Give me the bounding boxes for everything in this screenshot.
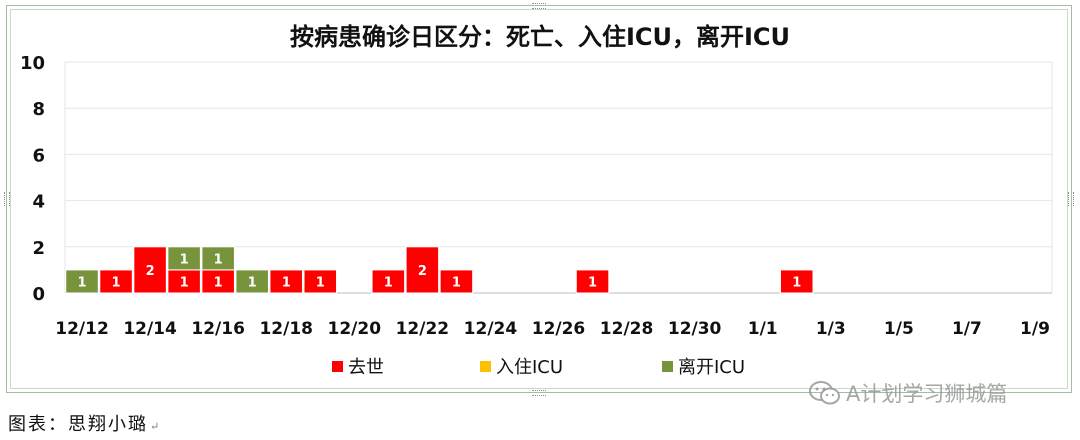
y-tick-label: 2: [32, 238, 45, 259]
bar-death: [99, 269, 133, 294]
y-tick-label: 0: [32, 284, 45, 305]
watermark-text: A计划学习狮城篇: [846, 382, 1008, 406]
x-tick-label: 1/5: [884, 319, 914, 339]
wechat-icon: [809, 381, 840, 405]
data-label: 1: [77, 275, 86, 290]
data-label: 1: [180, 252, 189, 267]
data-label: 2: [418, 264, 427, 279]
resize-handle-left[interactable]: [4, 192, 10, 206]
data-label: 1: [214, 252, 223, 267]
y-axis: 0 2 4 6 8 10: [20, 53, 45, 305]
chart-title: 按病患确诊日区分：死亡、入住ICU，离开ICU: [290, 23, 790, 51]
paragraph-mark: ↵: [150, 420, 162, 433]
x-tick-label: 1/3: [816, 319, 846, 339]
x-tick-label: 12/18: [259, 319, 313, 339]
x-tick-label: 12/28: [600, 319, 654, 339]
legend-item[interactable]: 入住ICU: [480, 357, 563, 378]
legend-label: 去世: [348, 357, 384, 378]
x-axis: 12/12 12/14 12/16 12/18 12/20 12/22 12/24 12/26…: [55, 319, 1050, 339]
x-tick-label: 12/12: [55, 319, 109, 339]
bar-death: [269, 269, 303, 294]
y-tick-label: 8: [32, 99, 45, 120]
data-label: 1: [282, 275, 291, 290]
data-label: 1: [588, 275, 597, 290]
x-tick-label: 1/7: [952, 319, 982, 339]
data-label: 1: [384, 275, 393, 290]
data-label: 1: [792, 275, 801, 290]
x-tick-label: 12/24: [464, 319, 518, 339]
resize-handle-bottom[interactable]: [532, 390, 546, 396]
chart-frame-inner: [10, 9, 1068, 389]
bar-death: [371, 269, 406, 294]
legend-swatch: [332, 361, 343, 372]
resize-handle-right[interactable]: [1068, 192, 1074, 206]
x-tick-label: 12/22: [396, 319, 450, 339]
bar-death: [303, 269, 338, 294]
x-tick-label: 1/9: [1020, 319, 1050, 339]
bar-death: [575, 269, 610, 294]
legend-label: 入住ICU: [496, 357, 563, 378]
data-label: 1: [214, 275, 223, 290]
bar-death: [133, 246, 167, 294]
bar-death: [405, 246, 440, 294]
x-tick-label: 12/26: [532, 319, 586, 339]
data-label: 1: [180, 275, 189, 290]
data-label: 1: [452, 275, 461, 290]
data-label: 1: [248, 275, 257, 290]
data-label: 1: [112, 275, 121, 290]
x-tick-label: 12/30: [668, 319, 722, 339]
x-tick-label: 12/20: [328, 319, 382, 339]
y-tick-label: 4: [32, 192, 45, 213]
legend-label: 离开ICU: [678, 357, 745, 378]
x-tick-label: 12/16: [191, 319, 245, 339]
legend-swatch: [480, 361, 491, 372]
bars: 1 1 2 1 1 1 1 1 1 1 1 2 1 1 1: [65, 246, 814, 294]
resize-handle-top[interactable]: [532, 3, 546, 9]
chart: 按病患确诊日区分：死亡、入住ICU，离开ICU 1 1 2 1 1 1 1 1 1 1 1 2 1 1 1 …: [20, 23, 1053, 378]
legend-item[interactable]: 离开ICU: [662, 357, 745, 378]
watermark: A计划学习狮城篇: [808, 378, 1007, 408]
legend: 去世 入住ICU 离开ICU: [332, 357, 745, 378]
caption-text: 图表：思翔小璐: [8, 414, 148, 435]
legend-item[interactable]: 去世: [332, 357, 384, 378]
legend-swatch: [662, 361, 673, 372]
figure-caption: 图表：思翔小璐 ↵: [8, 410, 161, 436]
bar-icu-leave: [167, 246, 201, 271]
y-tick-label: 6: [32, 145, 45, 166]
bar-icu-leave: [65, 269, 99, 294]
y-tick-label: 10: [20, 53, 45, 74]
data-label: 2: [146, 264, 155, 279]
bar-death: [439, 269, 474, 294]
data-label: 1: [316, 275, 325, 290]
x-tick-label: 1/1: [748, 319, 778, 339]
bar-icu-leave: [201, 246, 235, 271]
bar-death: [779, 269, 814, 294]
x-tick-label: 12/14: [123, 319, 177, 339]
chart-frame: [6, 5, 1072, 393]
bar-icu-leave: [235, 269, 269, 294]
